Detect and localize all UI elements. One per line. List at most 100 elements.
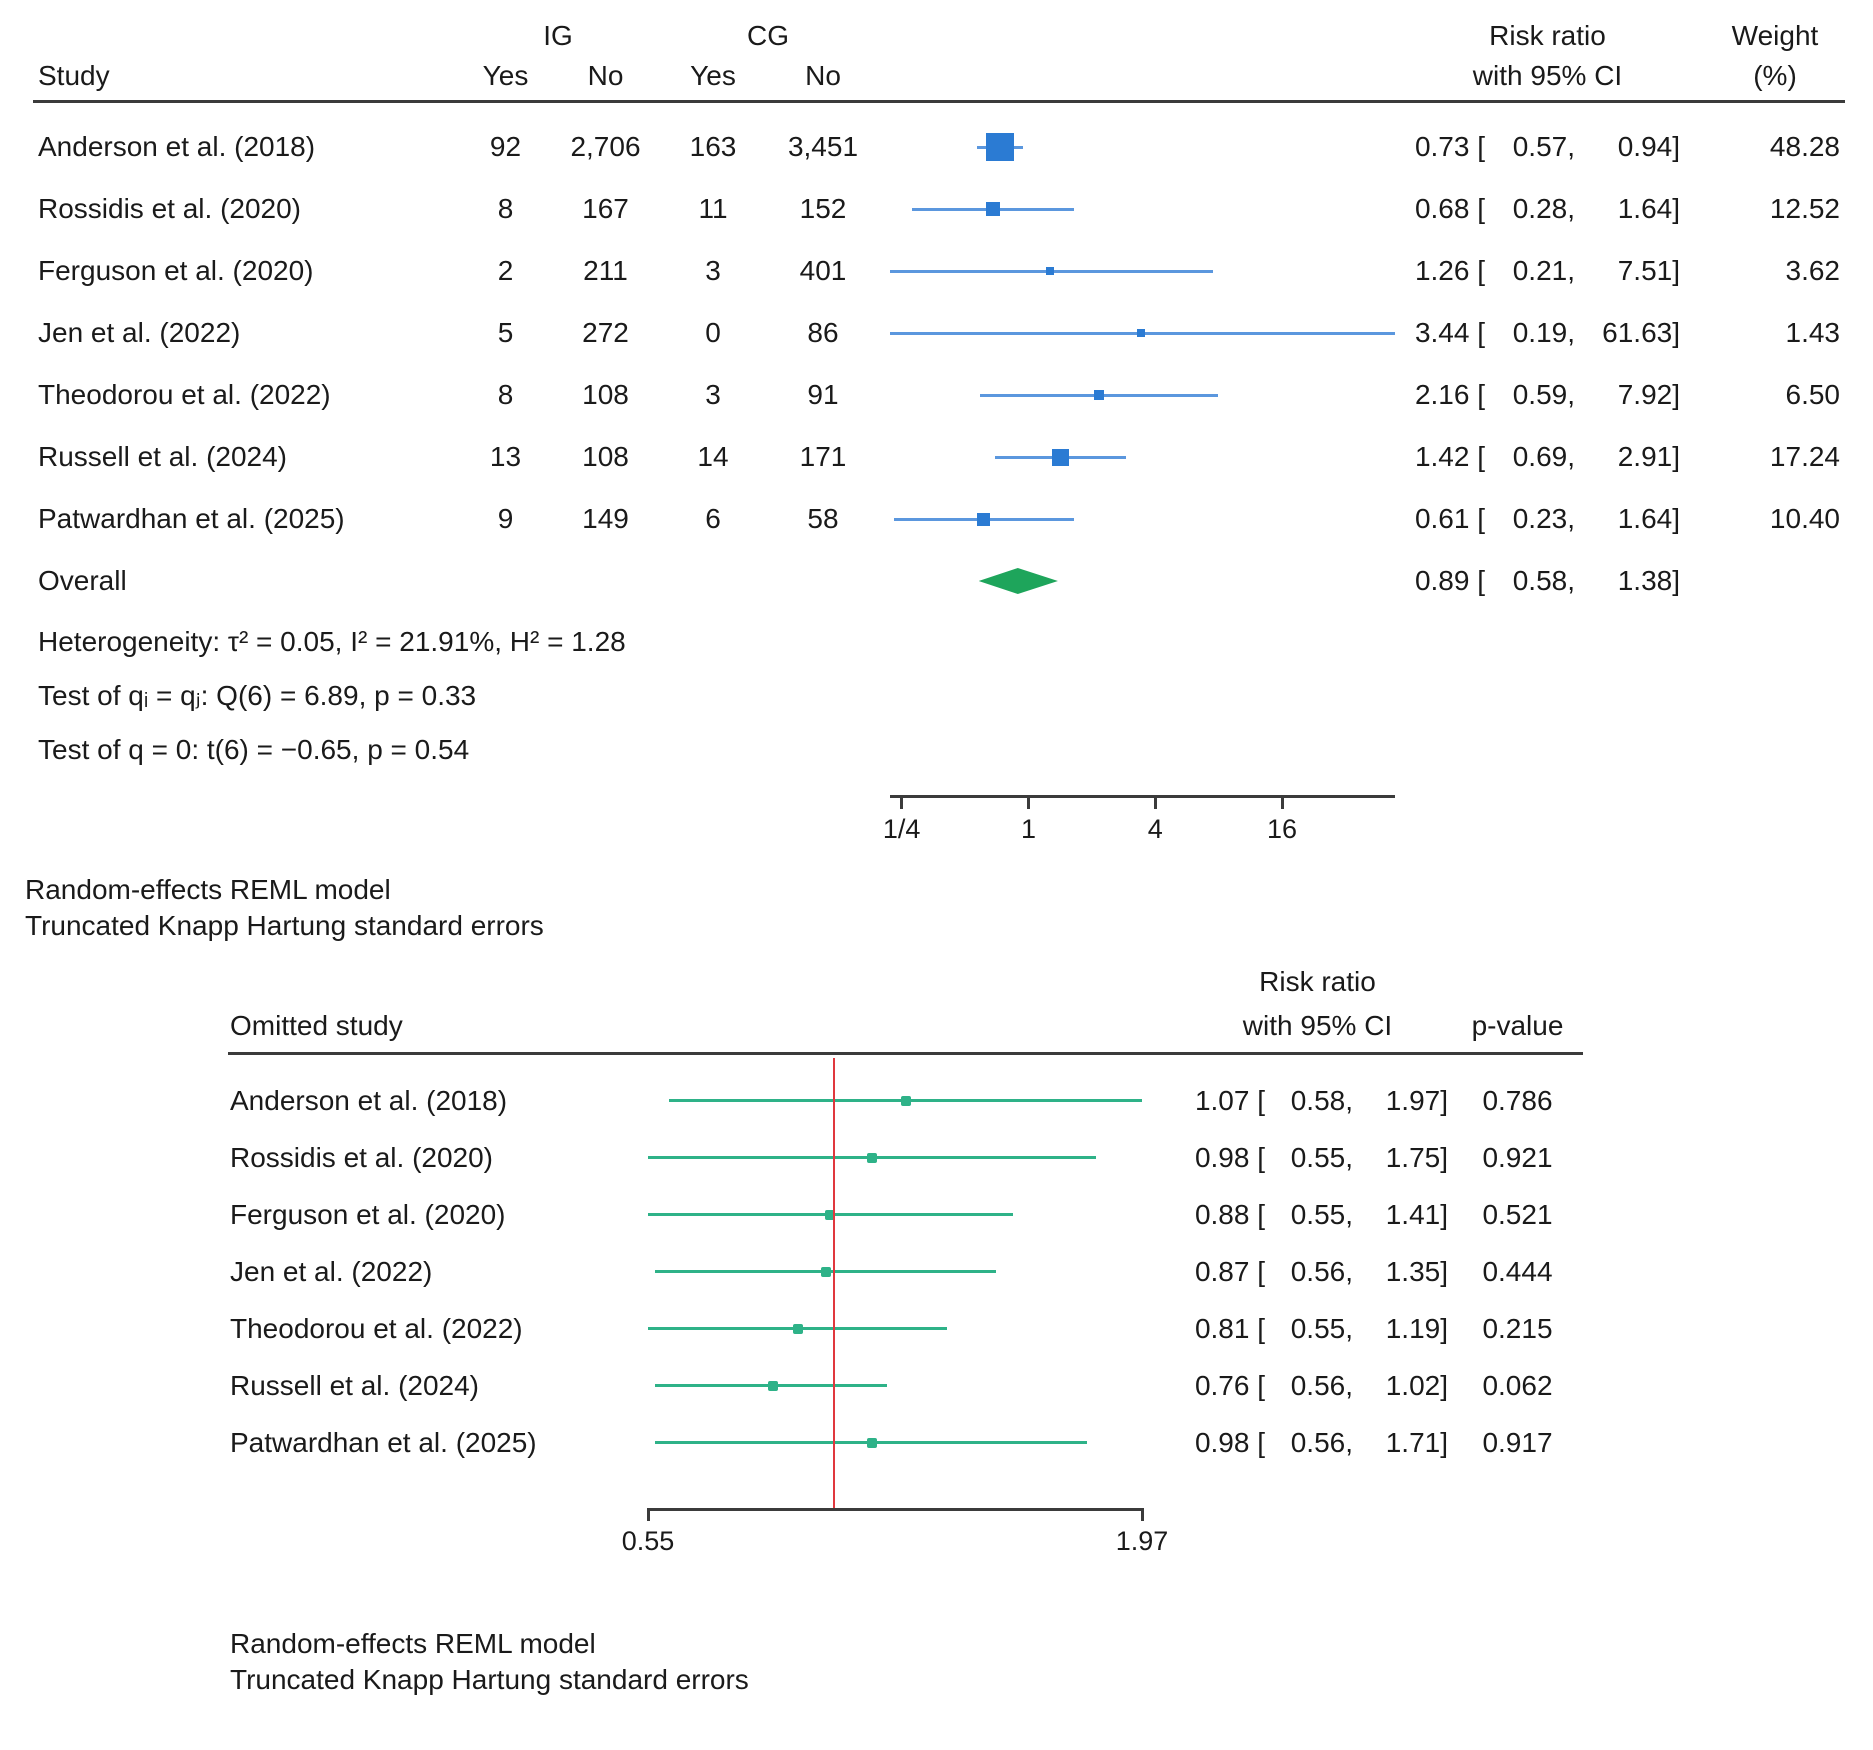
risk-ratio-value: 0.61 [0.23, 1.64] [1395,488,1695,550]
rr-ci-high: 7.92] [1617,379,1680,410]
axis-tick [900,795,904,809]
axis-tick [1140,1508,1144,1521]
risk-ratio-value: 2.16 [0.59, 7.92] [1395,364,1695,426]
model-footnote: Random-effects REML model [25,874,391,905]
effect-marker [985,133,1014,161]
risk-ratio-value: 0.81 [0.55, 1.19] [1180,1300,1455,1357]
ig-yes-value: 5 [497,317,514,348]
rr-estimate: 1.26 [ [1414,255,1485,286]
effect-marker [820,1266,831,1277]
rr-ci-low: 0.55, [1290,1142,1353,1173]
rr-ci-low: 0.56, [1290,1370,1353,1401]
cg-no-value: 58 [807,503,839,534]
cg-no-value: 86 [807,317,839,348]
rr-estimate: 0.61 [ [1414,503,1485,534]
rr-ci-low: 0.55, [1290,1313,1353,1344]
rr-ci-high: 1.75] [1385,1142,1448,1173]
omitted-study-column-header: Omitted study [230,1010,403,1041]
reference-line [833,1058,836,1510]
effect-marker [866,1152,877,1163]
effect-marker [768,1380,779,1391]
weight-value: 3.62 [1785,255,1841,286]
weight-header-line1: Weight [1731,20,1819,51]
effect-marker [1093,390,1104,400]
weight-value: 10.40 [1769,503,1840,534]
rr-estimate: 0.87 [ [1194,1256,1265,1287]
study-label: Rossidis et al. (2020) [38,193,302,224]
omitted-study-label: Jen et al. (2022) [230,1256,433,1287]
risk-ratio-header-line2: with 95% CI [1242,1010,1393,1041]
axis-tick-label: 1 [1020,814,1036,844]
overall-label: Overall [38,565,127,596]
weight-value: 12.52 [1769,193,1840,224]
cg-yes-value: 11 [698,193,728,224]
ig-yes-value: 9 [497,503,514,534]
rr-ci-low: 0.21, [1512,255,1575,286]
p-value: 0.917 [1482,1427,1553,1458]
risk-ratio-header-line1: Risk ratio [1489,20,1606,51]
effect-marker [1137,329,1146,337]
rr-ci-high: 1.64] [1617,503,1680,534]
rr-ci-low: 0.58, [1290,1085,1353,1116]
risk-ratio-value: 1.26 [0.21, 7.51] [1395,240,1695,302]
ig-no-value: 108 [582,441,629,472]
header-rule [33,100,1845,103]
rr-ci-low: 0.28, [1512,193,1575,224]
rr-estimate: 0.88 [ [1194,1199,1265,1230]
ig-yes-value: 8 [497,193,514,224]
ig-no-column-header: No [587,60,624,91]
weight-value: 6.50 [1785,379,1841,410]
axis-tick [1026,795,1030,809]
p-value: 0.444 [1482,1256,1553,1287]
ig-no-value: 108 [582,379,629,410]
rr-ci-low: 0.19, [1512,317,1575,348]
ig-yes-value: 8 [497,379,514,410]
axis-tick [1153,795,1157,809]
q-test-stat: Test of qᵢ = qⱼ: Q(6) = 6.89, p = 0.33 [38,680,477,711]
rr-ci-high: 1.97] [1385,1085,1448,1116]
effect-marker [1045,267,1054,275]
risk-ratio-value: 1.42 [0.69, 2.91] [1395,426,1695,488]
risk-ratio-value: 3.44 [ 0.19, 61.63] [1395,302,1695,364]
study-column-header: Study [38,60,110,91]
rr-estimate: 3.44 [ [1414,317,1485,348]
axis-tick [646,1508,650,1521]
standard-error-footnote: Truncated Knapp Hartung standard errors [230,1664,749,1695]
rr-ci-low: 0.57, [1512,131,1575,162]
risk-ratio-value: 0.88 [0.55, 1.41] [1180,1186,1455,1243]
risk-ratio-header-line2: with 95% CI [1472,60,1623,91]
rr-ci-high: 1.35] [1385,1256,1448,1287]
risk-ratio-value: 0.98 [0.56, 1.71] [1180,1414,1455,1471]
rr-ci-high: 61.63] [1602,317,1680,348]
cg-no-value: 3,451 [787,131,859,162]
model-footnote: Random-effects REML model [230,1628,596,1659]
weight-header-line2: (%) [1753,60,1797,91]
axis-line [890,795,1395,798]
overall-risk-ratio-value: 0.89 [0.58, 1.38] [1395,550,1695,612]
effect-marker [976,512,990,526]
risk-ratio-value: 0.68 [0.28, 1.64] [1395,178,1695,240]
p-value: 0.062 [1482,1370,1553,1401]
p-value: 0.215 [1482,1313,1553,1344]
axis-tick-label: 1.97 [1115,1526,1169,1556]
p-value: 0.921 [1482,1142,1553,1173]
cg-yes-value: 14 [697,441,729,472]
study-label: Theodorou et al. (2022) [38,379,331,410]
ig-no-value: 167 [582,193,629,224]
omitted-study-label: Rossidis et al. (2020) [230,1142,494,1173]
rr-estimate: 0.89 [ [1414,565,1485,596]
cg-group-header: CG [747,20,789,51]
weight-value: 48.28 [1769,131,1840,162]
weight-value: 17.24 [1769,441,1840,472]
rr-estimate: 0.81 [ [1194,1313,1265,1344]
rr-ci-low: 0.56, [1290,1256,1353,1287]
rr-ci-low: 0.55, [1290,1199,1353,1230]
weight-value: 1.43 [1785,317,1841,348]
effect-marker [866,1437,877,1448]
p-value: 0.521 [1482,1199,1553,1230]
ig-yes-column-header: Yes [482,60,529,91]
rr-estimate: 0.76 [ [1194,1370,1265,1401]
